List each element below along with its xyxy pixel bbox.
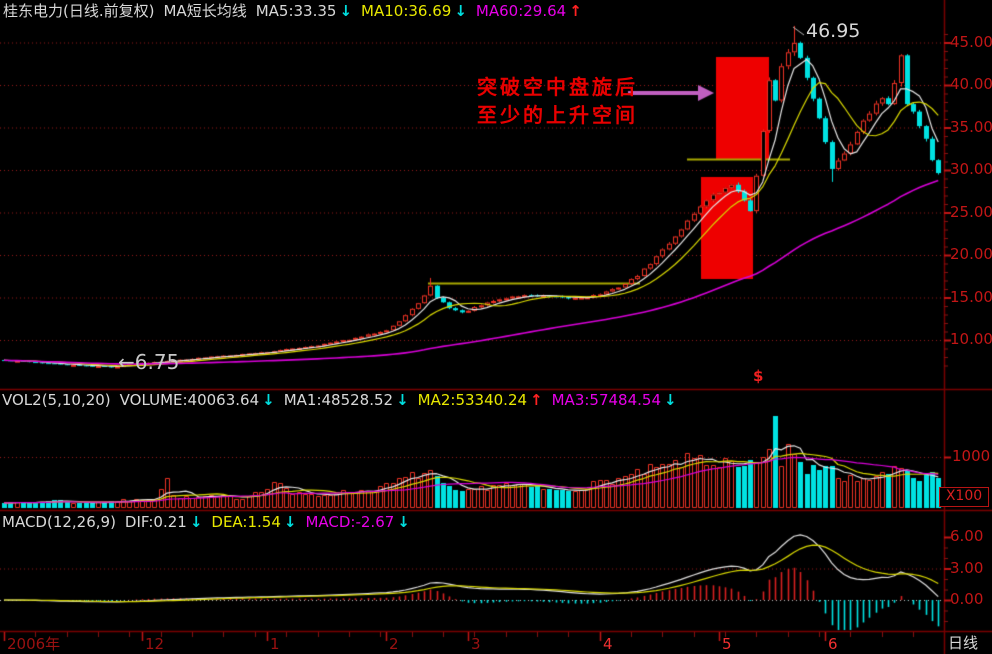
period-selector[interactable]: 日线 <box>948 634 979 652</box>
